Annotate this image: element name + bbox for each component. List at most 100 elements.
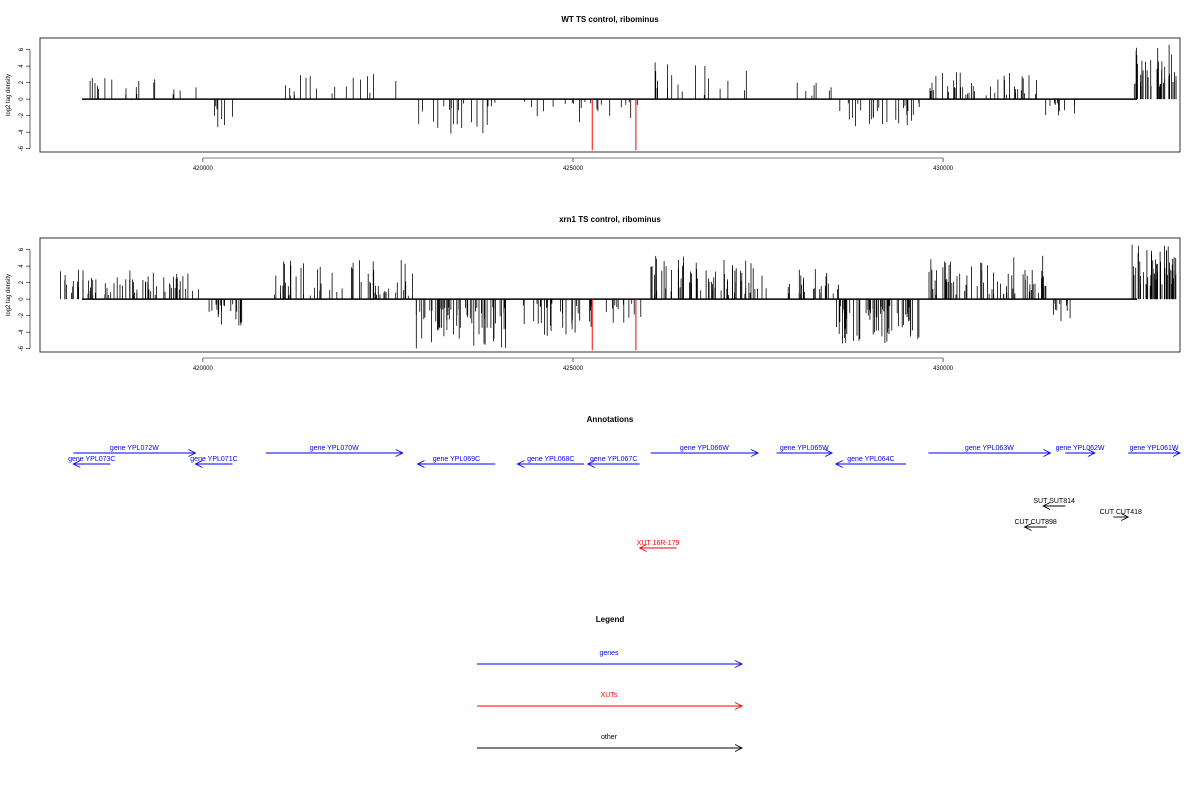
arrow-head [834,460,843,468]
feature-label: gene YPL067C [590,456,637,463]
xrn1-track-title: xrn1 TS control, ribominus [559,215,661,224]
arrow-head [1042,502,1051,510]
arrow-head [395,449,404,457]
feature-arrow [73,449,197,457]
wt-track-x-axis: 420000 425000 430000 [193,157,954,172]
y-tick-label: 0 [19,97,25,101]
feature-arrow [1065,449,1096,457]
feature-label: gene YPL065W [780,445,829,452]
annotation-features: gene YPL073C gene YPL072W gene YPL071C gene… [68,445,1182,552]
feature-label: gene YPL064C [847,456,894,463]
feature-label: gene YPL062W [1056,445,1105,452]
arrow-head [734,660,744,668]
wt-track-highlights [591,99,637,151]
y-tick-label: -4 [19,129,25,135]
legend-panel: Legend genes XUTs other [477,615,744,752]
legend-arrow [477,702,744,710]
legend-items: genes XUTs other [477,650,744,752]
wt-track-panel: WT TS control, ribominus log2 tag densit… [6,15,1181,172]
feature-label: gene YPL066W [680,445,729,452]
feature-arrow [1042,502,1066,510]
feature-label: gene YPL071C [190,456,237,463]
arrow-head [824,449,834,457]
arrow-head [750,449,760,457]
feature-label: gene YPL070W [310,445,359,452]
legend-arrow [477,744,744,752]
y-tick-label: 4 [19,264,25,268]
feature-arrow [650,449,760,457]
x-tick-label: 425000 [563,366,584,372]
feature-arrow [834,460,907,468]
arrow-head [1043,449,1052,457]
arrow-head [72,460,81,468]
feature-arrow [1113,513,1130,521]
y-tick-label: 4 [19,64,25,68]
feature-label: gene YPL061W [1130,445,1179,452]
feature-label: gene YPL072W [110,445,159,452]
wt-track-title: WT TS control, ribominus [561,15,659,24]
feature-label: gene YPL069C [433,456,480,463]
arrow-head [586,460,595,468]
arrow-head [1023,523,1032,531]
feature-arrow [928,449,1052,457]
feature-arrow [1023,523,1047,531]
x-tick-label: 425000 [563,166,584,172]
feature-label: CUT CUT898 [1015,519,1057,526]
legend-arrow [477,660,744,668]
arrow-head [194,460,203,468]
xrn1-track-x-axis: 420000 425000 430000 [193,357,954,372]
y-tick-label: 6 [19,247,25,251]
xrn1-track-ylabel: log2 tag density [6,274,12,316]
arrow-head [734,702,744,710]
xrn1-track-plot-frame [39,237,1181,353]
feature-arrow [586,460,640,468]
xrn1-track-highlights [591,299,637,351]
xrn1-track-y-axis: -6 -4 -2 0 2 4 6 [19,247,31,351]
feature-arrow [416,460,496,468]
wt-track-plot-frame [39,37,1181,153]
y-tick-label: -2 [19,112,25,118]
legend-label: other [601,734,618,741]
feature-arrow [72,460,111,468]
annotations-title: Annotations [587,415,634,424]
feature-label: gene YPL068C [527,456,574,463]
legend-label: XUTs [601,692,618,699]
feature-arrow [516,460,585,468]
y-tick-label: 2 [19,280,25,284]
feature-label: CUT CUT418 [1100,509,1142,516]
arrow-head [516,460,525,468]
y-tick-label: -2 [19,312,25,318]
x-tick-label: 430000 [933,366,954,372]
x-tick-label: 420000 [193,166,214,172]
feature-arrow [265,449,404,457]
feature-arrow [1128,449,1182,457]
y-tick-label: 6 [19,47,25,51]
xrn1-track-panel: xrn1 TS control, ribominus log2 tag dens… [6,215,1181,372]
feature-label: gene YPL073C [68,456,115,463]
y-tick-label: -4 [19,329,25,335]
feature-label: XUT 16R-179 [637,540,680,547]
wt-track-y-axis: -6 -4 -2 0 2 4 6 [19,47,31,151]
feature-arrow [194,460,233,468]
x-tick-label: 420000 [193,366,214,372]
y-tick-label: -6 [19,345,25,351]
legend-label: genes [599,650,619,657]
wt-track-bars [89,44,1177,134]
feature-label: SUT SUT814 [1033,498,1075,505]
arrow-head [1172,449,1182,457]
arrow-head [734,744,744,752]
feature-arrow [776,449,834,457]
y-tick-label: -6 [19,145,25,151]
arrow-head [638,544,647,552]
arrow-head [188,449,197,457]
feature-arrow [638,544,677,552]
x-tick-label: 430000 [933,166,954,172]
wt-track-ylabel: log2 tag density [6,74,12,116]
legend-title: Legend [596,615,625,624]
xrn1-track-bars [60,244,1177,349]
arrow-head [1087,449,1096,457]
feature-label: gene YPL063W [965,445,1014,452]
arrow-head [1120,513,1130,521]
